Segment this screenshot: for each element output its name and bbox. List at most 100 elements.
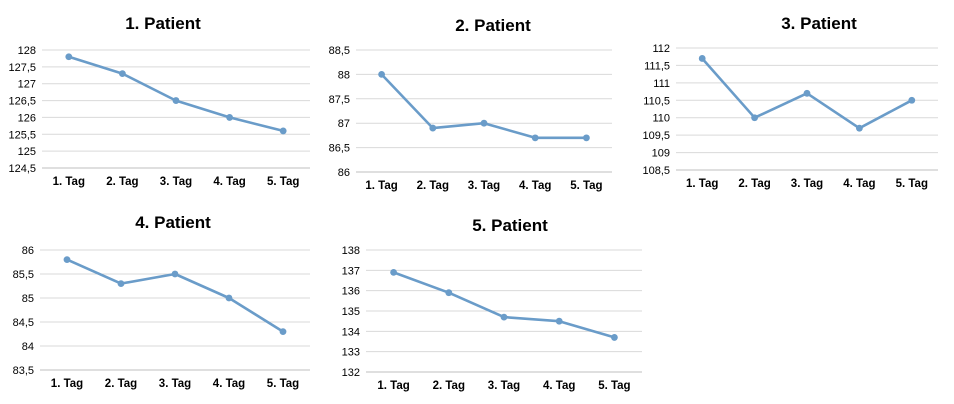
y-tick-label: 138	[342, 245, 360, 257]
x-tick-label: 5. Tag	[570, 180, 602, 192]
y-tick-label: 85,5	[13, 269, 34, 281]
data-point	[117, 280, 125, 287]
x-tick-label: 2. Tag	[417, 180, 449, 192]
y-tick-label: 109,5	[642, 130, 670, 142]
series-line	[380, 73, 587, 140]
x-tick-label: 4. Tag	[543, 380, 575, 392]
y-tick-label: 111	[653, 78, 670, 90]
y-tick-label: 135	[342, 306, 360, 318]
data-point	[429, 124, 437, 132]
data-point	[172, 97, 180, 104]
y-tick-label: 86,5	[329, 143, 350, 155]
chart-patient-3: 3. Patient 108,5 109 109,5 110 110,5 111 111,5 1…	[642, 14, 938, 190]
x-tick-label: 1. Tag	[377, 380, 409, 392]
y-tick-label: 126	[18, 112, 36, 124]
x-tick-label: 1. Tag	[365, 180, 397, 192]
data-point	[279, 127, 287, 135]
y-tick-label: 136	[342, 286, 360, 298]
y-tick-label: 132	[342, 367, 360, 379]
x-tick-label: 4. Tag	[843, 178, 875, 190]
data-point	[500, 313, 508, 321]
x-tick-label: 3. Tag	[488, 380, 520, 392]
x-tick-label: 2. Tag	[106, 176, 138, 188]
y-tick-label: 134	[342, 326, 360, 338]
y-tick-label: 124,5	[8, 163, 36, 175]
x-tick-label: 4. Tag	[519, 180, 551, 192]
data-point	[445, 289, 453, 297]
x-tick-label: 5. Tag	[598, 380, 630, 392]
y-tick-label: 126,5	[8, 96, 36, 108]
y-tick-label: 85	[22, 293, 34, 305]
chart-title: 3. Patient	[781, 14, 857, 33]
x-tick-label: 1. Tag	[53, 176, 85, 188]
data-point	[480, 119, 488, 127]
data-point	[171, 270, 179, 278]
data-point	[226, 114, 234, 121]
data-point	[856, 124, 863, 132]
series-line	[393, 271, 615, 339]
y-tick-label: 87	[338, 118, 350, 130]
y-tick-label: 127,5	[8, 62, 36, 74]
x-tick-label: 5. Tag	[896, 178, 928, 190]
x-tick-label: 2. Tag	[433, 380, 465, 392]
data-point	[611, 334, 618, 341]
y-tick-label: 83,5	[13, 365, 34, 377]
data-point	[698, 55, 706, 62]
data-point	[908, 96, 916, 104]
series-line	[66, 258, 284, 333]
data-point	[751, 114, 758, 122]
y-tick-label: 137	[342, 265, 360, 277]
y-tick-label: 125	[18, 146, 36, 158]
data-point	[63, 256, 71, 263]
y-tick-label: 86	[22, 245, 34, 257]
chart-patient-4: 4. Patient 83,5 84 84,5 85 85,5 86 1. Tag 2. Tag…	[13, 213, 310, 390]
x-tick-label: 3. Tag	[159, 378, 191, 390]
chart-title: 1. Patient	[125, 14, 201, 33]
x-tick-label: 3. Tag	[160, 176, 192, 188]
x-tick-label: 3. Tag	[468, 180, 500, 192]
y-tick-label: 125,5	[8, 129, 36, 141]
y-tick-label: 108,5	[642, 165, 670, 177]
y-tick-label: 109	[652, 148, 670, 160]
x-tick-label: 5. Tag	[267, 378, 299, 390]
y-tick-label: 88	[338, 69, 350, 81]
data-point	[531, 134, 539, 142]
y-tick-label: 127	[18, 79, 36, 91]
data-point	[583, 134, 590, 142]
chart-patient-5: 5. Patient 132 133 134 135 136 137 138 1. Tag 2. …	[342, 216, 642, 392]
chart-title: 5. Patient	[472, 216, 548, 235]
y-tick-label: 111,5	[644, 60, 670, 72]
y-tick-label: 87,5	[329, 94, 350, 106]
chart-title: 4. Patient	[135, 213, 211, 232]
data-point	[119, 70, 126, 77]
chart-patient-1: 1. Patient 124,5 125 125,5 126 126,5 127 127,5 1…	[8, 14, 310, 188]
x-tick-label: 2. Tag	[738, 178, 770, 190]
series-line	[68, 55, 284, 133]
y-tick-label: 128	[18, 45, 36, 57]
x-tick-label: 4. Tag	[213, 378, 245, 390]
y-tick-label: 86	[338, 167, 350, 179]
data-point	[65, 53, 73, 61]
x-tick-label: 2. Tag	[105, 378, 137, 390]
chart-patient-2: 2. Patient 86 86,5 87 87,5 88 88,5 1. Tag 2. Tag…	[329, 16, 612, 192]
y-tick-label: 84	[22, 341, 34, 353]
y-tick-label: 84,5	[13, 317, 34, 329]
y-tick-label: 110,5	[643, 95, 670, 107]
data-point	[390, 268, 397, 276]
chart-title: 2. Patient	[455, 16, 531, 35]
y-tick-label: 112	[652, 43, 670, 55]
data-point	[225, 294, 233, 302]
y-tick-label: 110	[652, 113, 670, 125]
x-tick-label: 1. Tag	[686, 178, 718, 190]
x-tick-label: 1. Tag	[51, 378, 83, 390]
data-point	[803, 89, 811, 97]
data-point	[555, 317, 563, 325]
y-tick-label: 88,5	[329, 45, 350, 57]
y-tick-label: 133	[342, 347, 360, 359]
x-tick-label: 4. Tag	[213, 176, 245, 188]
data-point	[279, 328, 287, 335]
x-tick-label: 3. Tag	[791, 178, 823, 190]
x-tick-label: 5. Tag	[267, 176, 299, 188]
data-point	[378, 71, 385, 78]
